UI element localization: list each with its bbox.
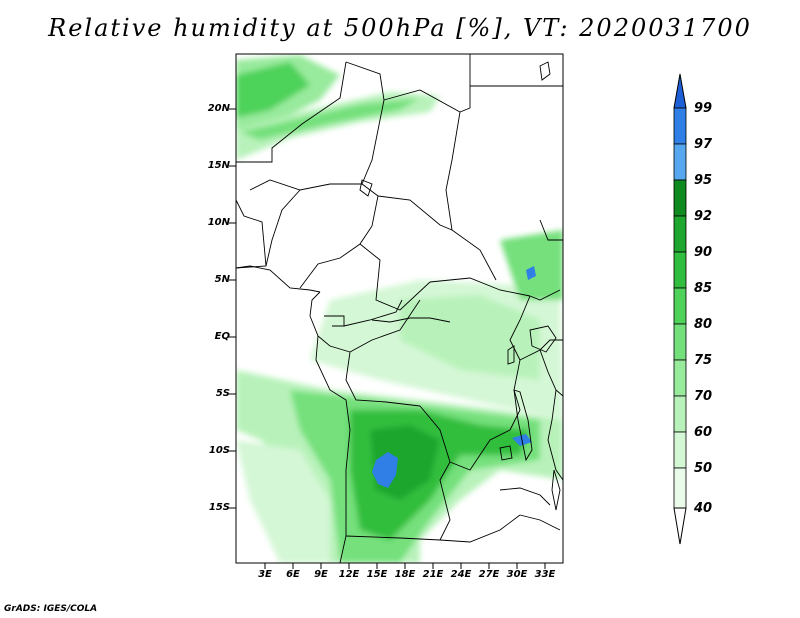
colorbar-segment [673, 215, 687, 253]
colorbar-label-92: 92 [694, 209, 713, 224]
colorbar-bottom-triangle [673, 507, 687, 545]
river-congo [371, 317, 451, 323]
map-title: Relative humidity at 500hPa [%], VT: 202… [48, 14, 752, 42]
border-path [419, 405, 451, 463]
border-path [359, 243, 431, 311]
coastline [309, 291, 351, 563]
lake-victoria [529, 325, 557, 353]
humidity-southwest [236, 440, 330, 563]
lon-ticks [264, 563, 546, 569]
saturated-patch-northeast [526, 266, 536, 280]
colorbar-label-99: 99 [694, 101, 713, 116]
border-path [249, 179, 379, 227]
border-path [236, 199, 267, 269]
map-frame [235, 53, 564, 564]
border-path [236, 61, 347, 163]
colorbar-label-60: 60 [694, 425, 713, 440]
border-path [345, 351, 421, 407]
humidity-band-north-core [236, 62, 310, 118]
border-path [449, 429, 511, 471]
border-path [439, 461, 451, 541]
lake-turkana [539, 61, 551, 81]
lon-label-30e: 30E [506, 569, 528, 580]
colorbar-label-40: 40 [694, 501, 713, 516]
border-path [539, 349, 563, 397]
humidity-central-inner [400, 295, 540, 380]
border-path [343, 299, 403, 327]
lake-tanganyika [513, 389, 533, 462]
border-path [377, 195, 453, 231]
colorbar-segment [673, 359, 687, 397]
lat-label-eq: EQ [214, 331, 230, 342]
lon-label-3e: 3E [258, 569, 272, 580]
lon-label-27e: 27E [478, 569, 500, 580]
border-path [324, 315, 345, 327]
colorbar-segment [673, 395, 687, 433]
colorbar-label-97: 97 [694, 137, 713, 152]
colorbar-label-85: 85 [694, 281, 713, 296]
colorbar-segment [673, 467, 687, 509]
colorbar-label-50: 50 [694, 461, 713, 476]
coastline [236, 265, 321, 293]
lon-label-33e: 33E [534, 569, 556, 580]
colorbar-label-90: 90 [694, 245, 713, 260]
lat-label-5s: 5S [215, 388, 230, 399]
colorbar-label-70: 70 [694, 389, 713, 404]
country-boundaries [236, 54, 563, 563]
lon-label-21e: 21E [422, 569, 444, 580]
colorbar-segment [673, 251, 687, 289]
border-path [429, 277, 531, 297]
humidity-field [236, 55, 563, 563]
border-path [299, 225, 373, 289]
lat-label-10s: 10S [208, 445, 230, 456]
colorbar-top-triangle [673, 73, 687, 109]
border-path [265, 189, 301, 267]
border-path [547, 389, 563, 481]
colorbar-segment [673, 179, 687, 217]
border-path [439, 514, 521, 543]
colorbar-label-75: 75 [694, 353, 713, 368]
colorbar-label-95: 95 [694, 173, 713, 188]
border-path [519, 514, 561, 531]
border-path [349, 299, 421, 353]
lon-label-9e: 9E [314, 569, 328, 580]
lake-kivu [507, 345, 515, 365]
colorbar-segment [673, 431, 687, 469]
border-path [519, 339, 563, 361]
colorbar-segment [673, 143, 687, 181]
humidity-east [500, 230, 563, 300]
humidity-streak-core [240, 98, 420, 140]
lon-label-6e: 6E [286, 569, 300, 580]
lat-label-15n: 15N [207, 160, 230, 171]
border-path [345, 535, 441, 541]
lat-label-10n: 10N [207, 217, 230, 228]
border-path [445, 111, 497, 281]
colorbar [673, 73, 687, 545]
colorbar-segment [673, 287, 687, 325]
lat-label-15s: 15S [208, 502, 230, 513]
lon-label-12e: 12E [338, 569, 360, 580]
credit-text: GrADS: IGES/COLA [4, 604, 98, 614]
colorbar-segment [673, 323, 687, 361]
lon-label-18e: 18E [394, 569, 416, 580]
island-nile [359, 179, 373, 197]
border-path [539, 219, 563, 241]
lon-label-15e: 15E [366, 569, 388, 580]
lake-malawi [551, 469, 561, 511]
lon-label-24e: 24E [450, 569, 472, 580]
lat-label-5n: 5N [214, 274, 230, 285]
lat-label-20n: 20N [207, 103, 230, 114]
border-path [499, 487, 551, 506]
lake-mweru [499, 445, 513, 461]
border-path [317, 335, 351, 353]
colorbar-segment [673, 107, 687, 145]
border-path [529, 289, 561, 301]
saturated-patch-south [372, 452, 398, 488]
lat-ticks [229, 108, 236, 509]
colorbar-label-80: 80 [694, 317, 713, 332]
